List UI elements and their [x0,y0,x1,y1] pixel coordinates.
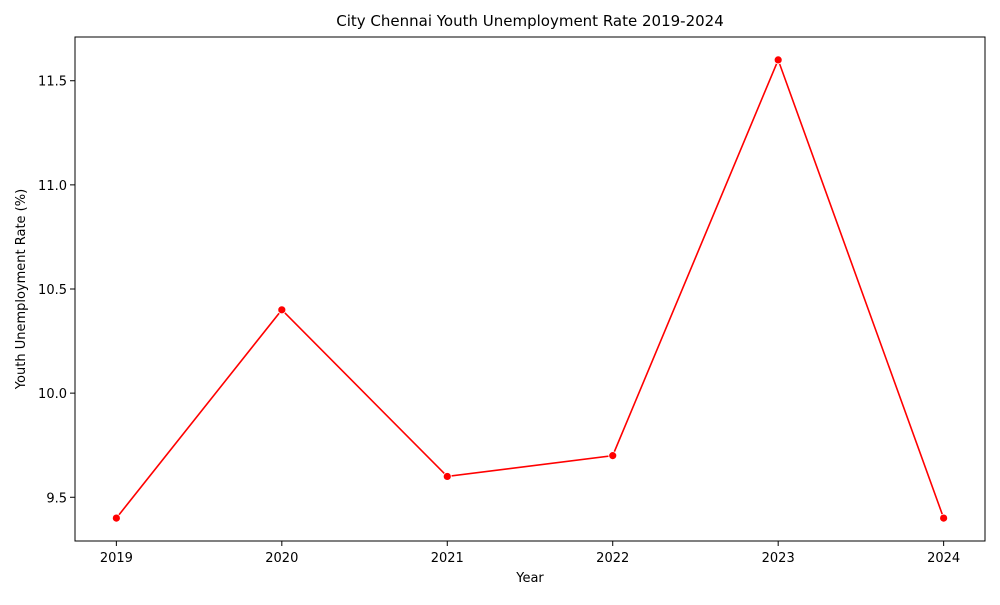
x-tick-label: 2024 [927,551,960,566]
data-point [773,55,783,65]
plot-frame [74,36,986,542]
data-point [277,305,287,315]
y-tick-label: 11.5 [38,75,67,90]
plot-area [111,55,949,523]
data-point [442,472,452,481]
x-axis-label: Year [515,571,544,586]
y-axis-label: Youth Unemployment Rate (%) [14,189,29,390]
data-point [939,513,949,523]
y-tick-label: 9.5 [46,491,67,506]
y-tick-label: 10.5 [38,283,67,298]
y-axis-ticks: 9.5 10.0 10.5 11.0 11.5 [38,75,75,506]
series-line [115,57,945,519]
x-tick-label: 2023 [762,551,795,566]
data-point [608,451,618,461]
y-tick-label: 11.0 [38,179,67,194]
data-point [111,513,121,523]
x-tick-label: 2021 [431,551,464,566]
x-tick-label: 2019 [100,551,133,566]
x-tick-label: 2020 [265,551,298,566]
x-axis-ticks: 2019 2020 2021 2022 2023 2024 [100,541,960,566]
y-tick-label: 10.0 [38,387,67,402]
x-tick-label: 2022 [596,551,629,566]
chart-title: City Chennai Youth Unemployment Rate 201… [336,12,724,30]
